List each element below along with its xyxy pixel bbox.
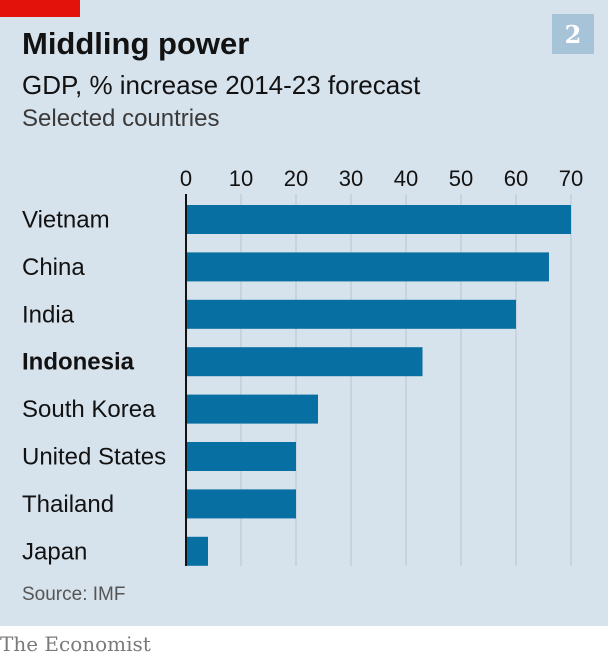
category-label-vietnam: Vietnam xyxy=(22,207,110,234)
x-tick-label-40: 40 xyxy=(394,166,418,191)
bar-chart: 0 10 20 30 40 50 60 70 Vietnam China India Indones… xyxy=(22,166,583,566)
chart-number-badge: 2 xyxy=(552,14,594,54)
bar-thailand xyxy=(186,489,296,519)
category-label-japan: Japan xyxy=(22,538,87,565)
category-label-india: India xyxy=(22,301,75,328)
category-label-united-states: United States xyxy=(22,444,166,471)
x-tick-label-60: 60 xyxy=(504,166,528,191)
brand-red-tag xyxy=(0,0,80,17)
bar-vietnam xyxy=(186,205,571,234)
x-tick-label-50: 50 xyxy=(449,166,473,191)
x-tick-label-70: 70 xyxy=(559,166,583,191)
category-label-indonesia: Indonesia xyxy=(22,349,135,376)
source-note: Source: IMF xyxy=(22,584,126,605)
bar-india xyxy=(186,299,516,329)
chart-subsubtitle: Selected countries xyxy=(22,105,220,132)
category-label-south-korea: South Korea xyxy=(22,396,156,423)
bar-indonesia xyxy=(186,347,423,377)
x-tick-label-30: 30 xyxy=(339,166,363,191)
chart-subtitle: GDP, % increase 2014-23 forecast xyxy=(22,70,421,100)
x-tick-label-0: 0 xyxy=(180,166,192,191)
x-tick-label-20: 20 xyxy=(284,166,308,191)
bar-south-korea xyxy=(186,394,318,424)
chart-title: Middling power xyxy=(22,26,250,61)
publisher-logo: The Economist xyxy=(0,632,151,656)
category-label-china: China xyxy=(22,254,85,281)
bar-japan xyxy=(186,536,208,566)
x-tick-label-10: 10 xyxy=(229,166,253,191)
bar-united-states xyxy=(186,442,296,471)
bar-china xyxy=(186,252,549,282)
category-label-thailand: Thailand xyxy=(22,491,114,518)
